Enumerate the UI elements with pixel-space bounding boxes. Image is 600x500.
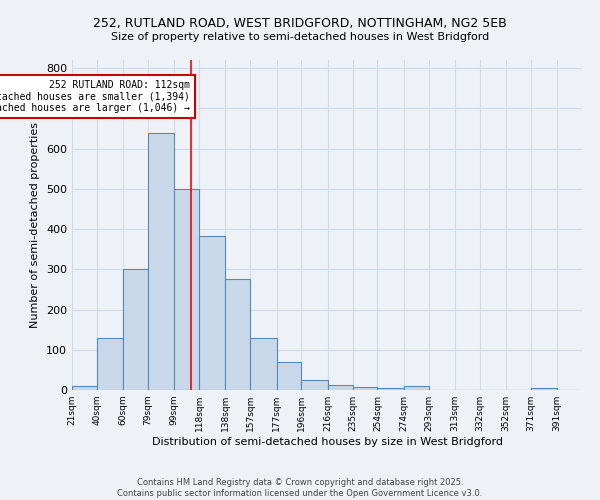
X-axis label: Distribution of semi-detached houses by size in West Bridgford: Distribution of semi-detached houses by … — [151, 437, 503, 447]
Text: Size of property relative to semi-detached houses in West Bridgford: Size of property relative to semi-detach… — [111, 32, 489, 42]
Bar — [226, 280, 250, 390]
Bar — [531, 388, 557, 390]
Bar — [377, 388, 404, 390]
Bar — [250, 338, 277, 390]
Bar — [277, 362, 301, 390]
Bar — [148, 133, 174, 390]
Bar — [174, 189, 199, 390]
Bar — [353, 387, 377, 390]
Bar — [199, 236, 226, 390]
Y-axis label: Number of semi-detached properties: Number of semi-detached properties — [31, 122, 40, 328]
Bar — [301, 380, 328, 390]
Bar — [97, 338, 123, 390]
Bar — [328, 385, 353, 390]
Text: 252, RUTLAND ROAD, WEST BRIDGFORD, NOTTINGHAM, NG2 5EB: 252, RUTLAND ROAD, WEST BRIDGFORD, NOTTI… — [93, 18, 507, 30]
Bar — [404, 386, 428, 390]
Text: 252 RUTLAND ROAD: 112sqm
← 57% of semi-detached houses are smaller (1,394)
43% o: 252 RUTLAND ROAD: 112sqm ← 57% of semi-d… — [0, 80, 190, 114]
Bar — [72, 386, 97, 390]
Bar — [123, 270, 148, 390]
Text: Contains HM Land Registry data © Crown copyright and database right 2025.
Contai: Contains HM Land Registry data © Crown c… — [118, 478, 482, 498]
